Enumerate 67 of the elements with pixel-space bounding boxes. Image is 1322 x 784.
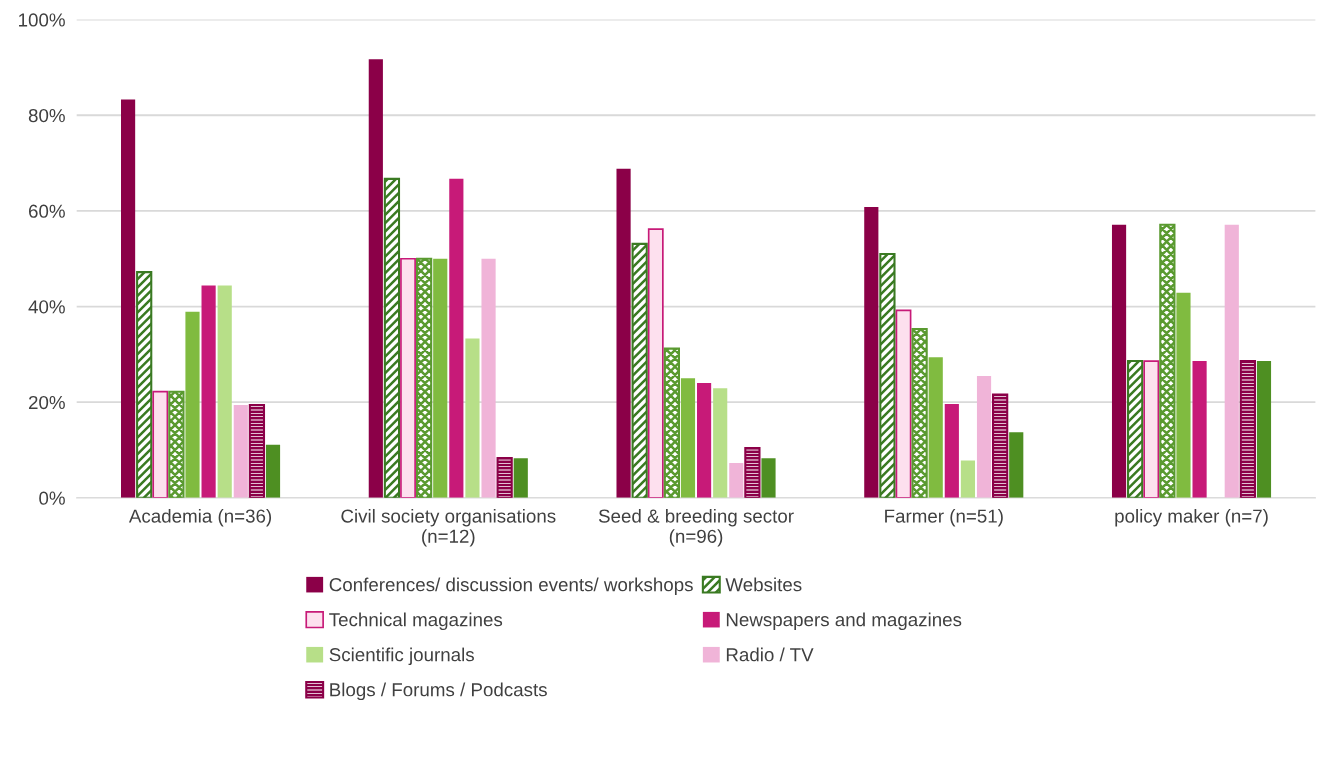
bar: [185, 311, 200, 498]
bar: [616, 168, 631, 498]
bar: [465, 338, 480, 498]
bar: [697, 383, 712, 498]
bar: [383, 177, 401, 498]
bar: [1224, 224, 1239, 498]
bar: [631, 242, 648, 498]
bar: [960, 460, 976, 498]
bar: [761, 458, 776, 498]
bar: [217, 285, 232, 498]
y-tick-label: 60%: [28, 204, 65, 218]
bar: [928, 357, 943, 498]
bar: [201, 285, 216, 498]
bar: [1159, 223, 1176, 498]
bar: [449, 178, 464, 498]
x-tick-label: Farmer (n=51): [885, 508, 1003, 527]
bar: [248, 404, 266, 498]
bar: [121, 99, 136, 498]
bar: [513, 458, 528, 498]
y-tick-label: 20%: [28, 395, 65, 410]
bar: [680, 378, 696, 498]
bar: [1009, 432, 1024, 498]
bar: [481, 258, 496, 498]
legend-label: Radio / TV: [726, 647, 814, 662]
x-tick-label: Academia (n=36): [128, 508, 272, 527]
bar: [168, 390, 185, 498]
bar: [911, 327, 928, 498]
bar: [895, 309, 912, 498]
x-tick-label: Civil society organisations (n=12): [341, 508, 556, 547]
legend-label: Blogs / Forums / Podcasts: [330, 682, 547, 701]
bar: [992, 393, 1009, 498]
bar: [647, 228, 664, 498]
legend-label: Scientific journals: [329, 647, 474, 666]
bar: [265, 444, 281, 498]
bar: [1256, 361, 1272, 498]
bar: [1239, 360, 1257, 498]
bar: [1127, 360, 1144, 498]
bar: [433, 258, 448, 498]
bar: [1111, 224, 1127, 498]
y-tick-label: 80%: [28, 108, 65, 123]
bar: [729, 462, 744, 498]
bar: [864, 207, 879, 498]
bar: [976, 375, 992, 498]
y-tick-label: 40%: [28, 300, 65, 314]
bar: [400, 257, 416, 498]
bar: [1192, 361, 1207, 498]
y-tick-label: 0%: [39, 491, 65, 505]
bar: [663, 347, 680, 498]
legend-label: Newspapers and magazines: [726, 612, 962, 631]
bar: [496, 457, 513, 498]
bar: [1143, 360, 1160, 498]
bar: [152, 390, 169, 498]
bar: [713, 388, 728, 498]
bar: [944, 404, 959, 498]
x-tick-label: Seed & breeding sector (n=96): [598, 508, 794, 547]
bar: [416, 257, 433, 498]
y-tick-label: 100%: [19, 13, 65, 27]
bar: [879, 252, 896, 498]
legend-label: Websites: [725, 577, 802, 592]
bar: [744, 447, 761, 498]
bar: [368, 59, 383, 498]
bar: [233, 405, 248, 498]
legend-label: Technical magazines: [329, 612, 503, 631]
bar: [136, 271, 153, 498]
bar: [1176, 292, 1191, 498]
x-tick-label: policy maker (n=7): [1115, 508, 1268, 527]
legend-label: Conferences/ discussion events/ workshops: [329, 577, 693, 596]
